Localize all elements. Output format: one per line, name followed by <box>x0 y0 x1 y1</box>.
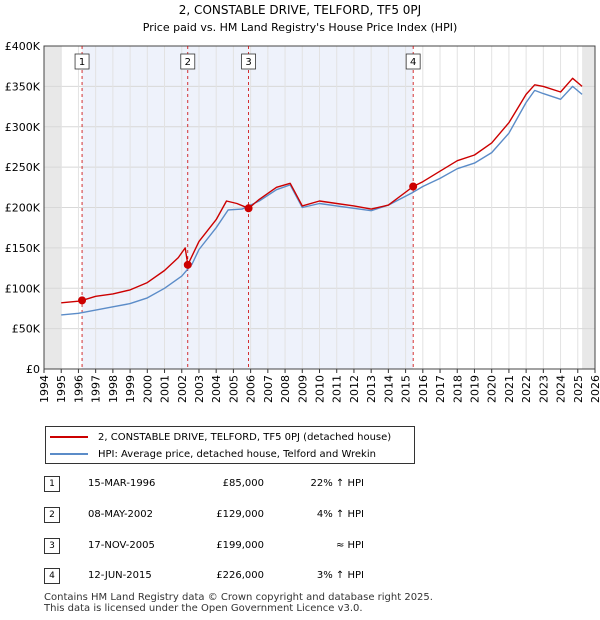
sale-point <box>409 182 418 191</box>
x-tick-label: 2023 <box>537 375 550 403</box>
transaction-date: 08-MAY-2002 <box>88 509 154 520</box>
transaction-price: £226,000 <box>216 570 264 581</box>
sale-marker-label: 1 <box>79 57 85 68</box>
x-tick-label: 2017 <box>434 375 447 403</box>
footer-attribution: Contains HM Land Registry data © Crown c… <box>44 592 433 614</box>
sale-marker-label: 3 <box>245 57 251 68</box>
x-tick-label: 2001 <box>159 375 172 403</box>
y-tick-label: £150K <box>5 242 41 255</box>
y-tick-label: £350K <box>5 80 41 93</box>
sale-point <box>183 260 192 269</box>
x-tick-label: 2007 <box>262 375 275 403</box>
transaction-number-badge: 2 <box>44 507 60 523</box>
sale-marker-box <box>241 53 256 70</box>
transaction-hpi-comparison: 4% ↑ HPI <box>316 509 364 520</box>
transaction-hpi-comparison: ≈ HPI <box>335 540 364 551</box>
legend-item-property: 2, CONSTABLE DRIVE, TELFORD, TF5 0PJ (de… <box>50 429 391 445</box>
property-price-line <box>61 77 583 304</box>
sale-marker-box <box>180 53 196 70</box>
y-tick-label: £300K <box>5 121 41 134</box>
chart-legend: 2, CONSTABLE DRIVE, TELFORD, TF5 0PJ (de… <box>45 426 415 464</box>
transaction-price: £199,000 <box>216 540 264 551</box>
x-tick-label: 2000 <box>141 375 154 403</box>
footer-line-copyright: Contains HM Land Registry data © Crown c… <box>44 592 433 603</box>
x-tick-label: 2015 <box>400 375 413 403</box>
x-tick-label: 1999 <box>124 375 137 403</box>
x-tick-label: 2002 <box>176 375 189 403</box>
x-tick-label: 2024 <box>555 375 568 403</box>
x-tick-label: 2025 <box>572 375 585 403</box>
transaction-price: £85,000 <box>222 478 264 489</box>
y-tick-label: £0 <box>26 363 40 376</box>
sale-marker-box <box>405 53 421 70</box>
x-tick-label: 2022 <box>520 375 533 403</box>
transaction-number-badge: 4 <box>44 568 60 584</box>
x-tick-label: 1996 <box>72 375 85 403</box>
x-tick-label: 2021 <box>503 375 516 403</box>
legend-swatch-hpi <box>50 453 88 455</box>
transaction-date: 15-MAR-1996 <box>88 478 156 489</box>
x-tick-label: 2018 <box>451 375 464 403</box>
y-tick-label: £50K <box>12 323 41 336</box>
sale-marker-label: 2 <box>185 57 191 68</box>
x-tick-label: 1995 <box>55 375 68 403</box>
legend-label-property: 2, CONSTABLE DRIVE, TELFORD, TF5 0PJ (de… <box>98 431 392 443</box>
x-tick-label: 2006 <box>245 375 258 403</box>
x-tick-label: 2019 <box>468 375 481 403</box>
y-tick-label: £400K <box>5 40 41 53</box>
chart-title: 2, CONSTABLE DRIVE, TELFORD, TF5 0PJ <box>179 3 421 17</box>
footer-line-license: This data is licensed under the Open Gov… <box>44 603 363 614</box>
transaction-hpi-comparison: 22% ↑ HPI <box>310 478 364 489</box>
sale-point <box>78 296 87 305</box>
plot-frame <box>43 45 596 370</box>
x-tick-label: 1997 <box>90 375 103 403</box>
transaction-date: 17-NOV-2005 <box>88 540 155 551</box>
x-tick-label: 2012 <box>348 375 361 403</box>
x-tick-label: 2005 <box>227 375 240 403</box>
transaction-hpi-comparison: 3% ↑ HPI <box>316 570 364 581</box>
legend-item-hpi: HPI: Average price, detached house, Telf… <box>50 446 376 462</box>
x-tick-label: 1994 <box>38 375 51 403</box>
price-chart: 2, CONSTABLE DRIVE, TELFORD, TF5 0PJ Pri… <box>5 3 600 403</box>
x-tick-label: 2003 <box>193 375 206 403</box>
legend-swatch-property <box>50 436 88 438</box>
sale-point <box>244 204 253 213</box>
x-tick-label: 2011 <box>331 375 344 403</box>
transaction-price: £129,000 <box>216 509 264 520</box>
transaction-number-badge: 3 <box>44 538 60 554</box>
y-tick-label: £100K <box>5 282 41 295</box>
x-tick-label: 2026 <box>589 375 600 403</box>
y-tick-label: £200K <box>5 202 41 215</box>
legend-label-hpi: HPI: Average price, detached house, Telf… <box>98 448 376 460</box>
x-tick-label: 2008 <box>279 375 292 403</box>
x-tick-label: 1998 <box>107 375 120 403</box>
x-tick-label: 2020 <box>486 375 499 403</box>
x-tick-label: 2004 <box>210 375 223 403</box>
x-tick-label: 2010 <box>314 375 327 403</box>
hpi-line <box>61 85 583 316</box>
x-tick-label: 2009 <box>296 375 309 403</box>
x-tick-label: 2014 <box>382 375 395 403</box>
x-tick-label: 2016 <box>417 375 430 403</box>
transaction-date: 12-JUN-2015 <box>88 570 152 581</box>
sale-marker-label: 4 <box>410 57 416 68</box>
x-tick-label: 2013 <box>365 375 378 403</box>
chart-subtitle: Price paid vs. HM Land Registry's House … <box>143 21 458 34</box>
y-tick-label: £250K <box>5 161 41 174</box>
transaction-number-badge: 1 <box>44 476 60 492</box>
sale-marker-box <box>74 53 90 70</box>
